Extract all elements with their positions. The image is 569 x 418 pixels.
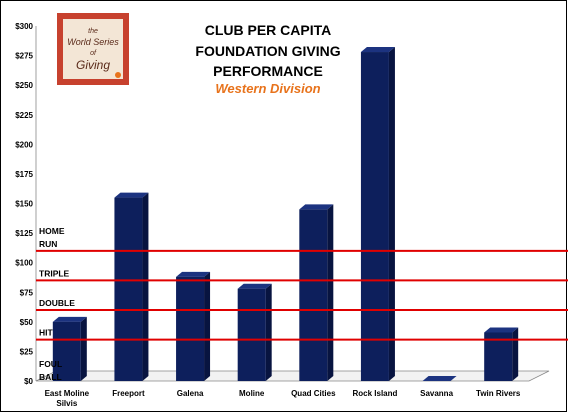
y-tick-label: $50 [20,318,34,327]
bar-top [176,271,211,277]
reference-label: FOUL [39,359,62,369]
bar-front [299,209,328,381]
reference-label: DOUBLE [39,298,75,308]
bar [176,271,211,381]
y-tick-label: $0 [24,377,33,386]
bar-front [360,52,389,382]
bar [484,327,519,381]
chart-floor [35,370,550,382]
bar [299,204,334,381]
logo-text-2: World Series [67,37,119,47]
bar-front [52,321,81,381]
reference-label: HOME [39,226,65,236]
bar [237,283,272,381]
reference-label: RUN [39,239,57,249]
x-tick-label: Freeport [112,389,145,398]
chart-title-line-1: CLUB PER CAPITA [205,22,332,38]
y-tick-label: $150 [15,200,33,209]
reference-label: HIT [39,328,54,338]
y-tick-label: $75 [20,288,34,297]
bar-top [114,192,149,198]
chart-title-line-2: FOUNDATION GIVING [195,43,340,59]
bar [422,376,457,381]
bar-side [388,47,395,382]
y-tick-label: $250 [15,81,33,90]
y-tick-label: $25 [20,347,34,356]
bar [52,316,87,381]
x-tick-label: East Moline [45,389,90,398]
y-tick-label: $200 [15,140,33,149]
bar-side [80,316,87,381]
x-tick-label: Quad Cities [291,389,336,398]
bar-side [512,327,519,381]
y-tick-label: $300 [15,22,33,31]
bar-front [237,288,266,381]
x-tick-label: Twin Rivers [476,389,521,398]
reference-label: TRIPLE [39,268,70,278]
x-tick-label: Rock Island [352,389,397,398]
bar [360,47,395,382]
bar-side [204,271,211,381]
bar [114,192,149,381]
y-tick-label: $100 [15,259,33,268]
x-tick-label: Silvis [56,399,77,408]
bar-front [114,197,143,381]
chart-subtitle: Western Division [215,81,320,96]
bar-top [299,204,334,210]
chart-title-line-3: PERFORMANCE [213,63,323,79]
bar-top [360,47,395,53]
logo-text-3: of [90,50,97,57]
bar-side [142,192,149,381]
bar-top [52,316,87,322]
y-tick-label: $175 [15,170,33,179]
x-tick-label: Savanna [420,389,453,398]
x-tick-label: Galena [177,389,204,398]
bar-top [484,327,519,333]
logo-text-1: the [88,28,98,35]
y-tick-label: $225 [15,111,33,120]
logo-text-4: Giving [76,58,110,72]
reference-label: BALL [39,372,62,382]
world-series-of-giving-logo: the World Series of Giving [57,13,129,85]
y-tick-label: $275 [15,52,33,61]
x-tick-label: Moline [239,389,265,398]
bar-top [422,376,457,381]
bar-front [176,276,205,381]
bar-top [237,283,272,289]
bar-side [327,204,334,381]
y-tick-label: $125 [15,229,33,238]
bar-side [265,283,272,381]
